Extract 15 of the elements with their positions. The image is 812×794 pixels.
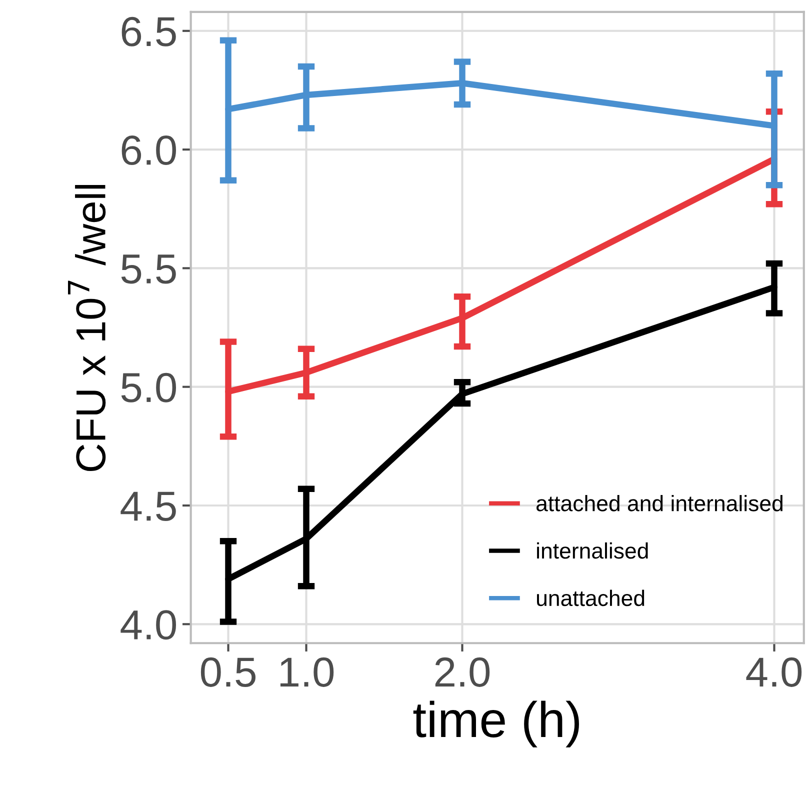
legend-label: unattached: [537, 590, 644, 606]
y-tick-label: 6.0: [122, 136, 176, 166]
y-tick-label: 5.0: [121, 372, 176, 402]
y-axis-title: CFU x 10$^{7}$ /well: [68, 184, 106, 472]
x-tick-label: 4.0: [746, 657, 802, 687]
y-tick-label: 4.0: [120, 610, 176, 640]
legend-label: internalised: [537, 542, 648, 559]
x-tick-label: 2.0: [435, 657, 490, 687]
x-axis-title: time (h): [413, 700, 579, 748]
y-tick-label: 4.5: [120, 492, 176, 522]
legend-label: attached and internalised: [536, 495, 782, 512]
y-tick-label: 6.5: [122, 16, 176, 46]
x-tick-label: 0.5: [200, 657, 256, 687]
y-tick-label: 5.5: [121, 254, 176, 284]
x-tick-label: 1.0: [280, 657, 334, 687]
